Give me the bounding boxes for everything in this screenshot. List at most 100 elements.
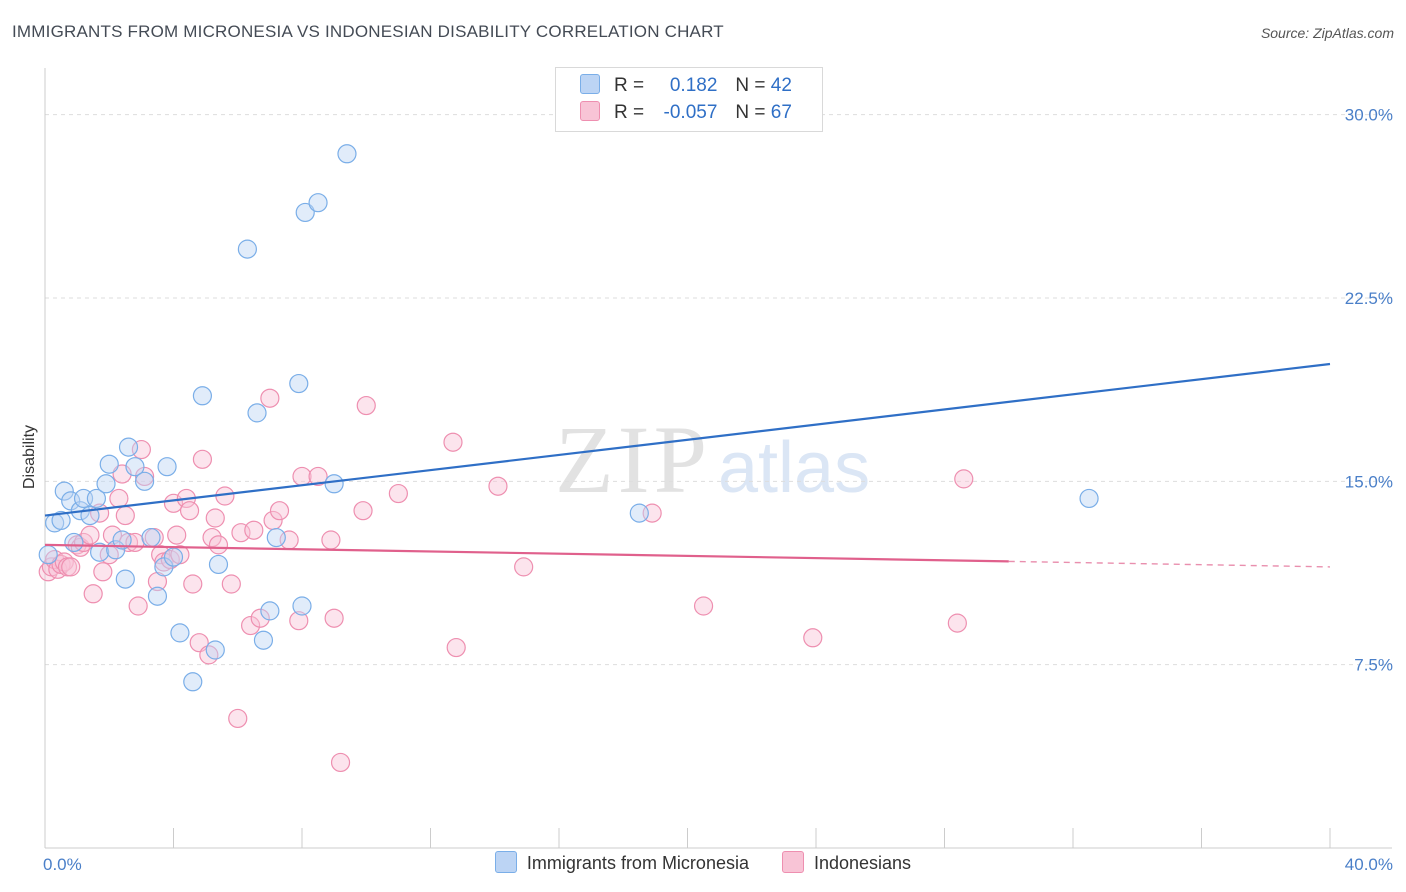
data-point (321, 530, 341, 550)
x-tick-label: 40.0% (1345, 855, 1393, 874)
data-point (250, 608, 270, 628)
data-point (183, 672, 203, 692)
axes (44, 68, 1392, 849)
data-point (112, 530, 132, 550)
data-point (170, 623, 190, 643)
data-point (1079, 488, 1099, 509)
trend-line-micronesia (44, 362, 1331, 517)
data-point (157, 457, 177, 477)
y-axis-label: Disability (21, 425, 38, 489)
data-point (253, 630, 274, 650)
data-point (337, 144, 357, 164)
source-label: Source: ZipAtlas.com (1260, 25, 1394, 41)
legend-box: R = 0.182 N = 42 R = -0.057 N = 67 (555, 67, 823, 132)
legend-n-label: N = (735, 102, 766, 123)
data-point (167, 525, 187, 545)
data-point (260, 601, 280, 621)
data-point (324, 474, 344, 494)
data-point (54, 481, 74, 501)
data-point (192, 386, 213, 406)
data-point (80, 525, 100, 545)
y-tick-label: 22.5% (1345, 289, 1393, 308)
data-point (269, 501, 290, 521)
tick-labels: 7.5% 15.0% 22.5% 30.0% 0.0% 40.0% (43, 106, 1393, 874)
chart-title: IMMIGRANTS FROM MICRONESIA VS INDONESIAN… (12, 22, 724, 41)
data-point (208, 535, 229, 555)
data-point (514, 557, 534, 577)
bottom-legend-swatch-pink (781, 851, 804, 873)
data-point (292, 466, 312, 487)
data-point (260, 388, 280, 408)
data-point (61, 557, 81, 577)
data-point (125, 457, 145, 477)
data-point (202, 527, 222, 548)
data-point (308, 466, 328, 487)
data-point (205, 640, 225, 660)
data-point (38, 545, 58, 565)
legend-n-label: N = (735, 75, 766, 96)
y-tick-label: 30.0% (1345, 106, 1393, 125)
data-point (102, 525, 123, 545)
legend-r-label: R = (614, 75, 645, 96)
data-point (93, 562, 113, 582)
data-point (134, 466, 155, 487)
data-point (247, 403, 267, 423)
data-point (803, 628, 823, 648)
data-point (115, 505, 135, 526)
data-point (266, 527, 286, 548)
data-point (228, 708, 248, 729)
data-point (324, 608, 344, 628)
data-point (244, 520, 264, 540)
bottom-legend-indonesians: Indonesians (781, 851, 912, 874)
data-point (308, 193, 328, 213)
bottom-legend-label: Indonesians (813, 853, 912, 873)
data-point (96, 474, 116, 494)
legend-swatch-blue (580, 74, 600, 94)
data-point (83, 584, 103, 604)
legend-r-value: 0.182 (669, 75, 718, 96)
data-point (292, 596, 312, 616)
y-tick-label: 15.0% (1345, 472, 1393, 491)
data-point (693, 596, 714, 616)
data-point (488, 476, 508, 496)
legend-r-label: R = (614, 102, 645, 123)
data-point (147, 586, 168, 606)
data-point (109, 488, 129, 509)
bottom-legend: Immigrants from Micronesia Indonesians (0, 851, 1406, 874)
data-point (51, 510, 71, 531)
data-point (353, 501, 373, 521)
data-point (128, 596, 148, 616)
data-point (295, 202, 315, 223)
data-point (388, 483, 408, 504)
legend-n-value: 42 (770, 75, 792, 96)
data-point (73, 532, 94, 553)
x-tick-label: 0.0% (43, 855, 82, 874)
data-point (179, 501, 200, 521)
data-point (163, 547, 184, 567)
data-point (115, 569, 135, 589)
data-point (629, 503, 649, 523)
data-point (237, 239, 257, 259)
data-point (221, 574, 241, 594)
data-point (241, 615, 261, 636)
gridlines (45, 114, 1392, 666)
bottom-legend-swatch-blue (494, 851, 517, 873)
data-point (289, 611, 309, 631)
data-point (183, 574, 203, 594)
watermark-zip: ZIP (555, 406, 711, 513)
bottom-legend-label: Immigrants from Micronesia (526, 853, 749, 873)
watermark: ZIP atlas (555, 406, 870, 513)
data-point (356, 395, 376, 416)
data-point (154, 557, 174, 577)
legend-r-value: -0.057 (663, 102, 718, 123)
data-point (446, 637, 466, 658)
data-point (160, 549, 180, 570)
data-point (208, 554, 229, 575)
data-point (192, 449, 213, 469)
data-point (947, 613, 967, 633)
data-point (86, 488, 107, 509)
bottom-legend-micronesia: Immigrants from Micronesia (494, 851, 749, 874)
data-point (64, 532, 84, 553)
data-point (205, 508, 225, 528)
